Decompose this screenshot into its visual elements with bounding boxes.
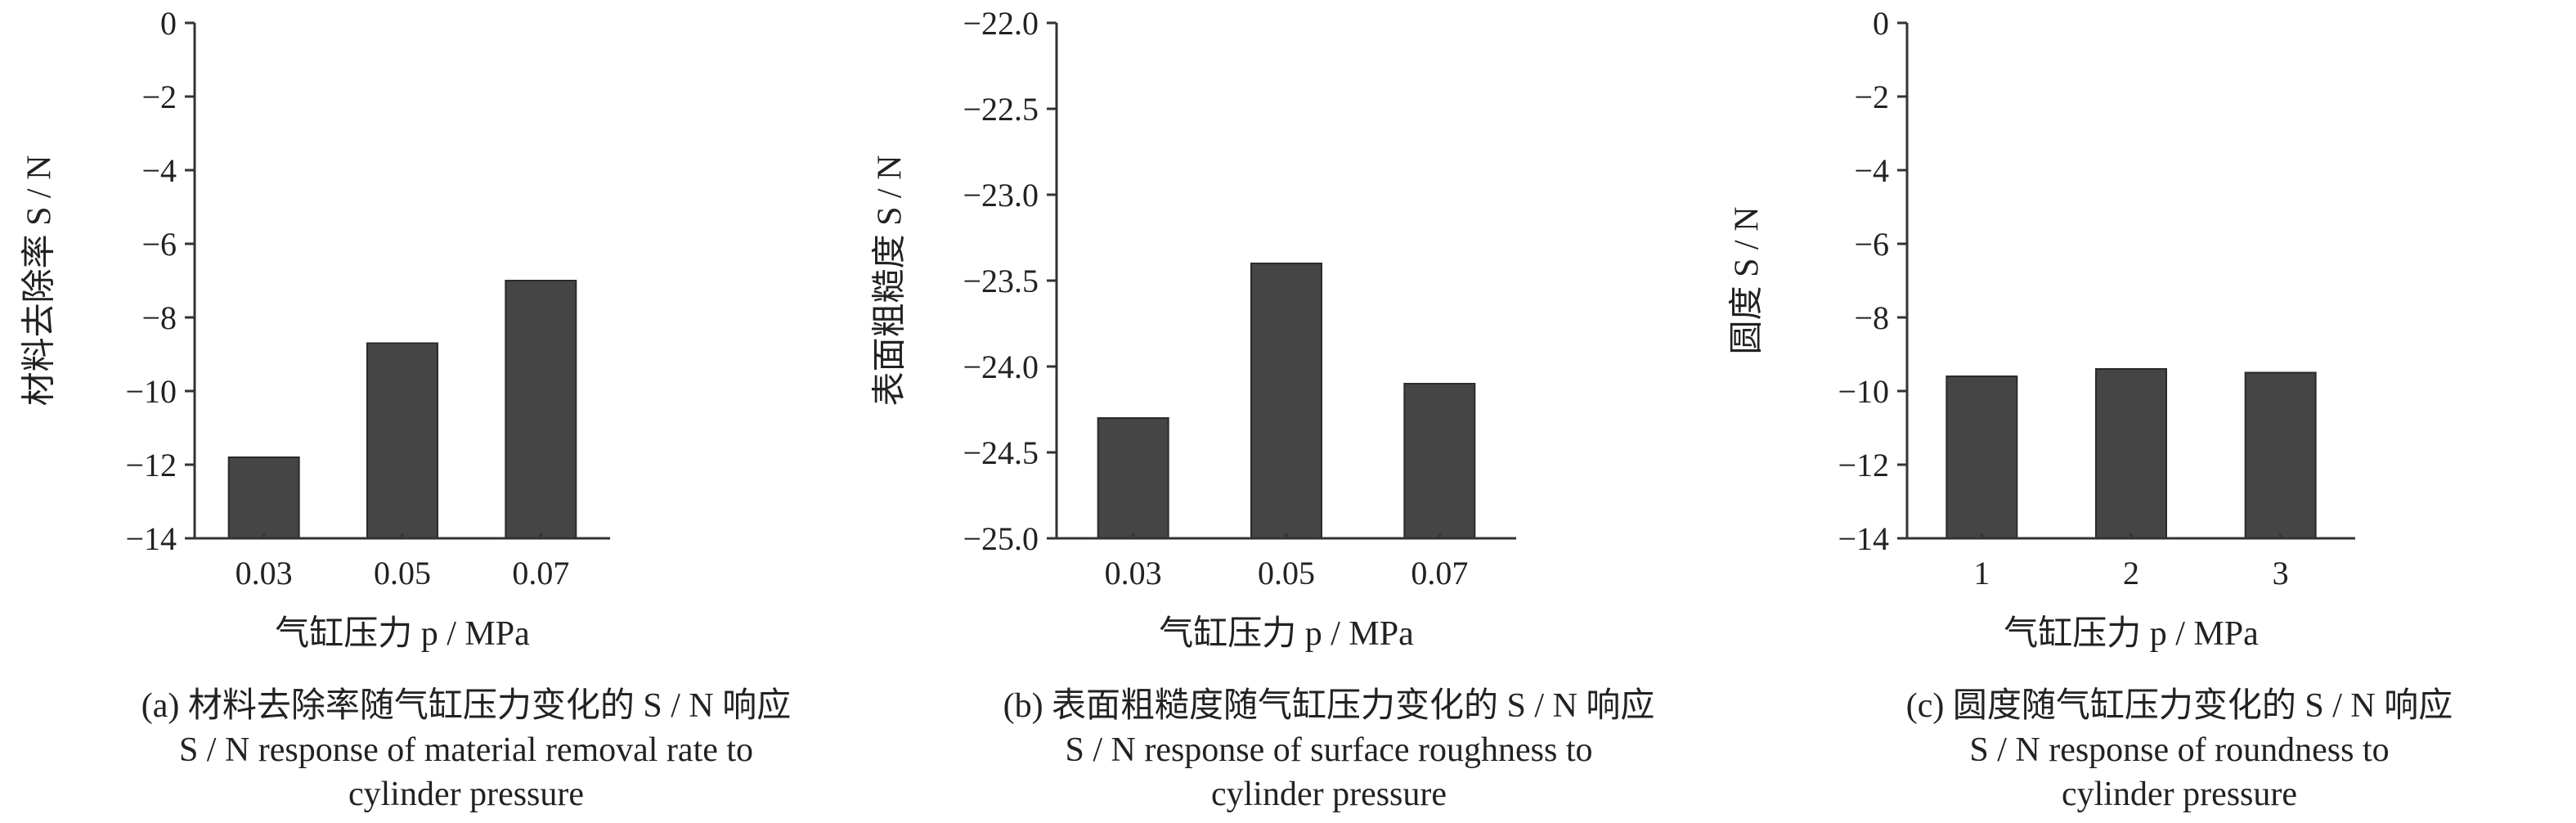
caption-line-2: S / N response of surface roughness to <box>1065 731 1592 769</box>
x-tick-label: 3 <box>2273 555 2289 591</box>
y-axis-title: 材料去除率 S / N <box>20 155 59 407</box>
y-axis-title: 圆度 S / N <box>1729 207 1766 355</box>
bar-0.03 <box>227 456 300 539</box>
y-tick-label: −6 <box>1854 226 1889 263</box>
caption-line-1: (b) 表面粗糙度随气缸压力变化的 S / N 响应 <box>1003 686 1655 725</box>
bar-0.07 <box>1403 383 1476 539</box>
caption-line-3: cylinder pressure <box>1211 776 1447 813</box>
bar-3 <box>2244 371 2317 539</box>
bar-1 <box>1945 376 2018 539</box>
y-tick-label: −10 <box>125 373 177 410</box>
x-tick-label: 0.05 <box>1258 555 1315 591</box>
y-tick-label: −23.5 <box>963 263 1039 299</box>
y-tick-label: −12 <box>1838 447 1889 483</box>
x-tick-label: 0.07 <box>512 555 569 591</box>
y-tick-label: 0 <box>1873 5 1889 42</box>
y-tick-label: −8 <box>1854 299 1889 336</box>
y-tick-label: −10 <box>1838 373 1889 410</box>
y-tick-label: −22.5 <box>963 91 1039 128</box>
bar-2 <box>2095 368 2167 539</box>
chart-panel-a: 0 −2 −4 −6 −8 −10 −12 −14 0.03 0.05 0.07 材料去除率 S / … <box>20 5 792 813</box>
y-tick-label: −4 <box>141 152 177 189</box>
chart-panel-c: 0 −2 −4 −6 −8 −10 −12 −14 1 2 3 圆度 S / N 气缸压力 p / MP… <box>1729 5 2453 813</box>
y-tick-label: −12 <box>125 447 177 483</box>
y-tick-label: −6 <box>141 226 177 263</box>
bar-0.03 <box>1097 417 1169 539</box>
caption-line-1: (c) 圆度随气缸压力变化的 S / N 响应 <box>1906 686 2453 725</box>
x-axis-title: 气缸压力 p / MPa <box>2004 614 2259 653</box>
x-axis-title: 气缸压力 p / MPa <box>1159 614 1414 653</box>
y-axis-title: 表面粗糙度 S / N <box>872 155 909 407</box>
y-tick-label: −14 <box>1838 520 1889 557</box>
y-tick-label: −23.0 <box>963 177 1039 214</box>
x-tick-label: 2 <box>2123 555 2139 591</box>
y-tick-label: −8 <box>141 299 177 336</box>
y-tick-label: −22.0 <box>963 5 1039 42</box>
caption-line-2: S / N response of material removal rate … <box>179 731 753 769</box>
x-tick-label: 0.07 <box>1411 555 1468 591</box>
y-tick-label: −2 <box>141 79 177 115</box>
caption-line-1: (a) 材料去除率随气缸压力变化的 S / N 响应 <box>141 686 791 725</box>
bar-0.05 <box>366 342 438 539</box>
chart-panel-b: −22.0 −22.5 −23.0 −23.5 −24.0 −24.5 −25.0 0.03 0… <box>872 5 1655 813</box>
bar-0.05 <box>1250 263 1322 539</box>
bar-0.07 <box>505 280 577 539</box>
x-tick-label: 0.03 <box>1105 555 1162 591</box>
x-tick-label: 1 <box>1973 555 1990 591</box>
caption-line-3: cylinder pressure <box>2062 776 2297 813</box>
x-tick-label: 0.03 <box>236 555 293 591</box>
y-tick-label: −24.0 <box>963 349 1039 385</box>
y-tick-label: −24.5 <box>963 434 1039 471</box>
caption-line-2: S / N response of roundness to <box>1969 731 2389 769</box>
y-tick-label: −25.0 <box>963 520 1039 557</box>
y-tick-label: −2 <box>1854 79 1889 115</box>
y-tick-label: −14 <box>125 520 177 557</box>
y-tick-label: −4 <box>1854 152 1889 189</box>
x-tick-label: 0.05 <box>374 555 431 591</box>
y-tick-label: 0 <box>160 5 177 42</box>
x-axis-title: 气缸压力 p / MPa <box>275 614 530 653</box>
caption-line-3: cylinder pressure <box>348 776 584 813</box>
